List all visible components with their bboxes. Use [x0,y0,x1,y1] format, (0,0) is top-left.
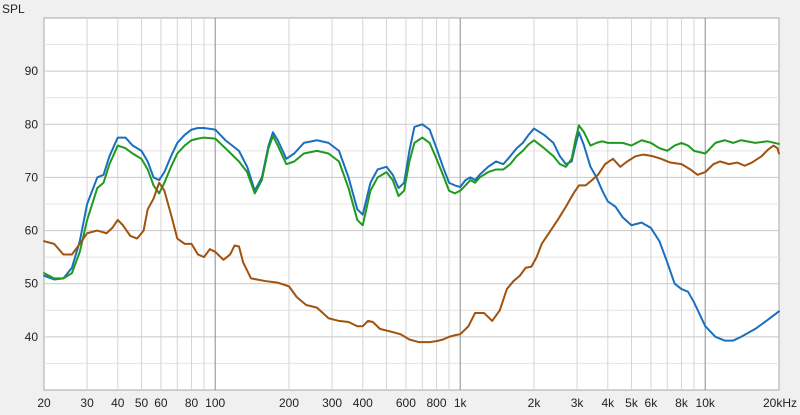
x-tick-label: 2k [528,396,542,410]
x-tick-label: 20kHz [763,396,797,410]
y-tick-label: 70 [25,170,39,184]
y-tick-label: 50 [25,277,39,291]
x-tick-label: 50 [135,396,149,410]
x-tick-label: 600 [396,396,416,410]
x-tick-label: 8k [675,396,689,410]
x-tick-label: 800 [426,396,446,410]
x-tick-label: 200 [279,396,299,410]
minor-gridlines [44,18,779,390]
x-tick-label: 1k [454,396,468,410]
series-line-1 [43,123,780,342]
major-gridlines [44,18,779,390]
y-tick-label: 90 [25,64,39,78]
x-tick-label: 3k [571,396,585,410]
x-tick-label: 80 [185,396,199,410]
y-axis-tick-labels: 40 50 60 70 80 90 [25,64,39,344]
x-tick-label: 100 [205,396,225,410]
x-tick-label: 20 [37,396,51,410]
y-tick-label: 60 [25,224,39,238]
x-tick-label: 40 [111,396,125,410]
y-tick-label: 40 [25,330,39,344]
x-tick-label: 5k [625,396,639,410]
series-layer [43,123,780,344]
x-tick-label: 60 [154,396,168,410]
x-tick-label: 300 [322,396,342,410]
x-axis-tick-labels: 20 30 40 50 60 80 100 200 300 400 600 800 1k 2k 3k 4k 5k… [37,396,797,410]
y-axis-title: SPL [2,2,25,16]
series-line-2 [43,124,780,280]
series-line-3 [43,144,780,344]
x-tick-label: 4k [601,396,615,410]
x-tick-label: 30 [80,396,94,410]
y-tick-label: 80 [25,117,39,131]
x-tick-label: 400 [353,396,373,410]
x-tick-label: 10k [696,396,716,410]
x-tick-label: 6k [645,396,659,410]
